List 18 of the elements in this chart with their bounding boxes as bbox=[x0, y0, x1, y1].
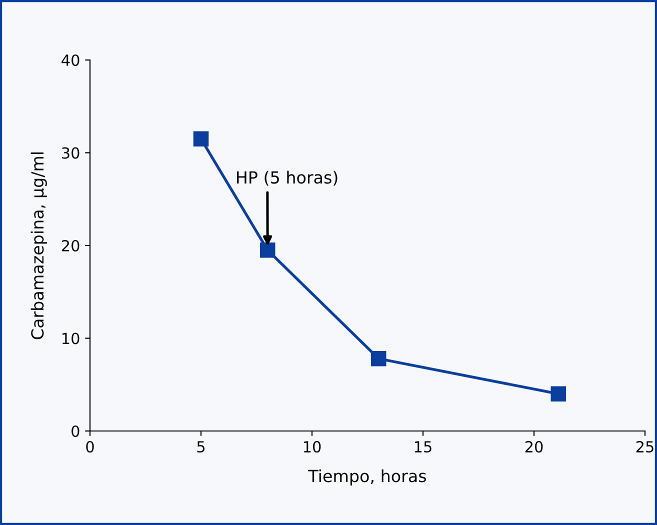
point bbox=[193, 131, 209, 146]
y-tick-label: 40 bbox=[62, 54, 80, 66]
point bbox=[260, 242, 276, 258]
y-tick-label: 30 bbox=[62, 147, 80, 159]
x-axis-title: Tiempo, horas bbox=[308, 469, 426, 486]
y-tick-label: 10 bbox=[62, 332, 80, 344]
y-tick-label: 0 bbox=[72, 425, 80, 438]
point bbox=[550, 386, 566, 402]
x-tick-label: 20 bbox=[525, 440, 543, 453]
y-tick-label: 20 bbox=[62, 240, 80, 252]
annotation: HP (5 horas) bbox=[237, 170, 338, 186]
x-tick-label: 25 bbox=[636, 440, 654, 453]
y-axis-title: Carbamazepina, µg/ml bbox=[30, 152, 47, 340]
x-tick-label: 10 bbox=[304, 440, 321, 453]
point bbox=[370, 351, 386, 366]
x-tick-label: 5 bbox=[197, 441, 205, 453]
x-tick-label: 0 bbox=[86, 440, 94, 453]
x-tick-label: 15 bbox=[414, 441, 432, 453]
